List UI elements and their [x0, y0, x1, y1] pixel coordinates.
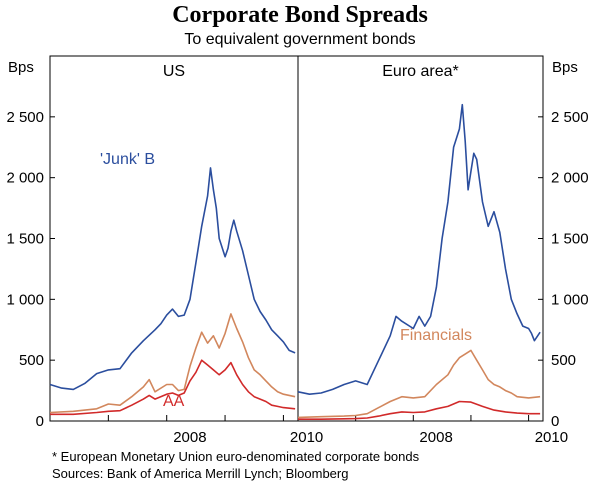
x-tick-label: 2010: [290, 429, 323, 446]
y-tick-label-right: 2 500: [551, 109, 589, 126]
series-annotation: 'Junk' B: [100, 151, 155, 168]
series-line-junk-b: [297, 103, 541, 395]
y-tick-label-left: 1 000: [6, 291, 44, 308]
series-line-junk-b: [49, 167, 296, 391]
y-axis-label-left: Bps: [8, 59, 34, 76]
x-tick-label: 2010: [535, 429, 568, 446]
y-tick-label-right: 1 500: [551, 231, 589, 248]
x-tick-label: 2008: [173, 429, 206, 446]
footnote: * European Monetary Union euro-denominat…: [52, 449, 420, 464]
y-tick-label-left: 1 500: [6, 231, 44, 248]
series-annotation: Financials: [400, 327, 472, 344]
y-axis-label-right: Bps: [552, 59, 578, 76]
series-line-aa: [298, 400, 541, 420]
chart-subtitle: To equivalent government bonds: [184, 31, 416, 48]
panel-title: US: [163, 63, 185, 80]
y-tick-label-left: 2 000: [6, 170, 44, 187]
y-tick-label-left: 2 500: [6, 109, 44, 126]
y-tick-label-right: 0: [551, 413, 559, 430]
series-line-financials: [49, 313, 296, 414]
series-lines: [49, 103, 541, 420]
plot-border: [49, 55, 544, 422]
chart-title: Corporate Bond Spreads: [172, 2, 428, 28]
y-tick-label-right: 1 000: [551, 291, 589, 308]
series-line-aa: [50, 359, 296, 416]
panel-title: Euro area*: [382, 63, 459, 80]
sources-note: Sources: Bank of America Merrill Lynch; …: [52, 466, 349, 481]
series-line-financials: [297, 349, 541, 419]
y-tick-label-right: 2 000: [551, 170, 589, 187]
chart-labels: 0 0 500 500 1 000 1 000 1 500 1 500 2 000 2 000 2 …: [6, 59, 588, 446]
plot-frame: [49, 55, 544, 422]
x-tick-label: 2008: [419, 429, 452, 446]
series-annotation: AA: [163, 393, 185, 410]
y-tick-label-right: 500: [551, 352, 576, 369]
y-tick-label-left: 0: [36, 413, 44, 430]
y-tick-label-left: 500: [19, 352, 44, 369]
